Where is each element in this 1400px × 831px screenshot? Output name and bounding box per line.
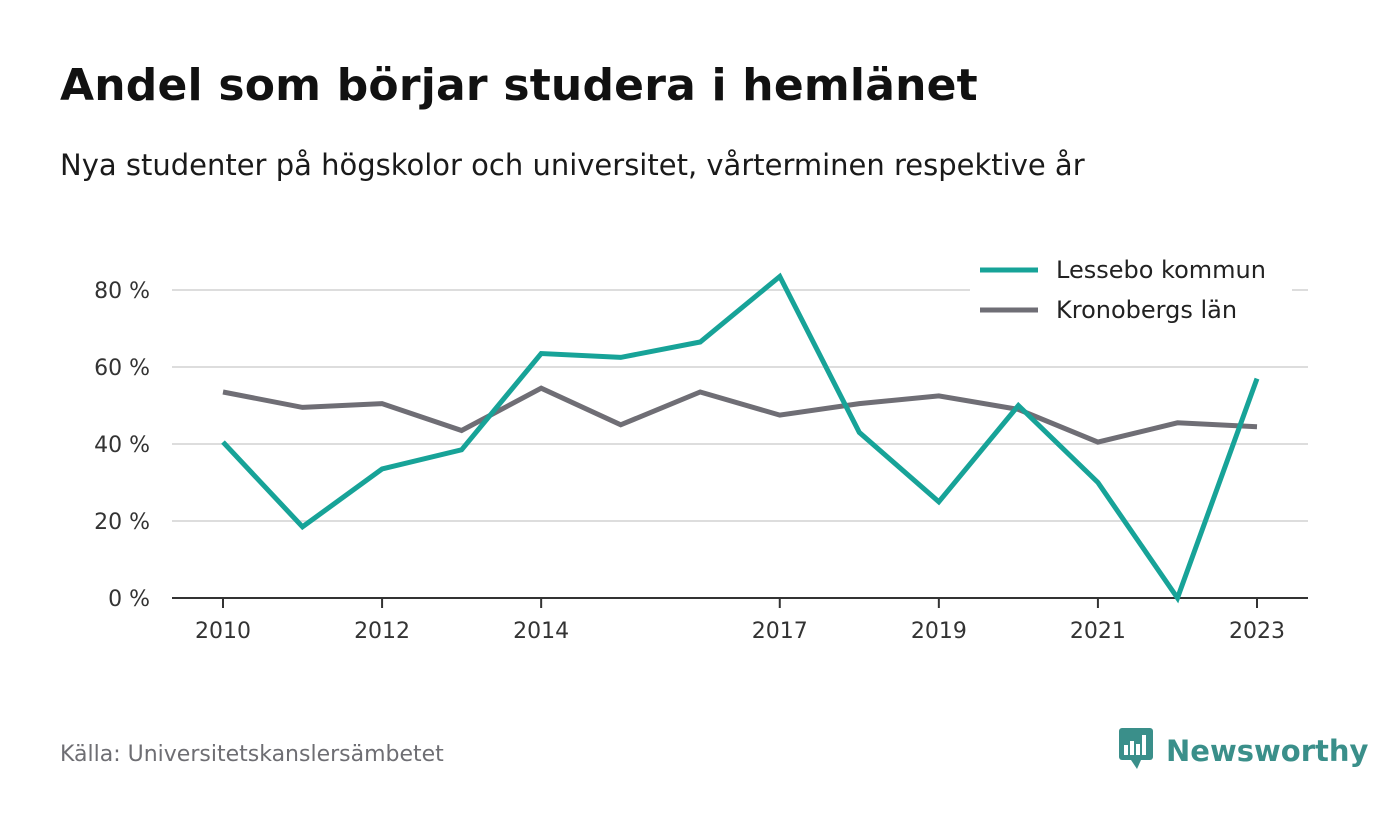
x-tick-label: 2012 <box>354 619 410 644</box>
x-tick-label: 2023 <box>1229 619 1285 644</box>
brand-logo[interactable]: Newsworthy <box>1118 727 1368 775</box>
series-line-lessebo <box>221 272 1260 604</box>
brand-name: Newsworthy <box>1166 734 1369 768</box>
y-tick-label: 80 % <box>94 279 150 304</box>
series-lines <box>221 272 1260 604</box>
newsworthy-logo-icon <box>1118 727 1156 775</box>
y-axis-ticks: 0 % 20 % 40 % 60 % 80 % <box>94 279 150 612</box>
legend-background <box>970 250 1292 342</box>
x-tick-label: 2014 <box>513 619 569 644</box>
y-tick-label: 0 % <box>108 587 150 612</box>
x-tick-label: 2019 <box>911 619 967 644</box>
legend-label-lessebo: Lessebo kommun <box>1056 256 1266 284</box>
legend: Lessebo kommun Kronobergs län <box>970 250 1292 342</box>
x-tick-label: 2010 <box>195 619 251 644</box>
x-tick-label: 2017 <box>752 619 808 644</box>
x-tick-label: 2021 <box>1070 619 1126 644</box>
y-tick-label: 40 % <box>94 433 150 458</box>
y-tick-label: 20 % <box>94 510 150 535</box>
y-tick-label: 60 % <box>94 356 150 381</box>
chart-title: Andel som börjar studera i hemlänet <box>60 60 978 111</box>
chart-subtitle: Nya studenter på högskolor och universit… <box>60 148 1085 182</box>
source-note: Källa: Universitetskanslersämbetet <box>60 742 444 767</box>
legend-label-kronoberg: Kronobergs län <box>1056 296 1237 324</box>
series-line-kronoberg <box>222 385 1258 445</box>
x-axis-ticks: 2010 2012 2014 2017 2019 2021 2023 <box>195 598 1285 644</box>
